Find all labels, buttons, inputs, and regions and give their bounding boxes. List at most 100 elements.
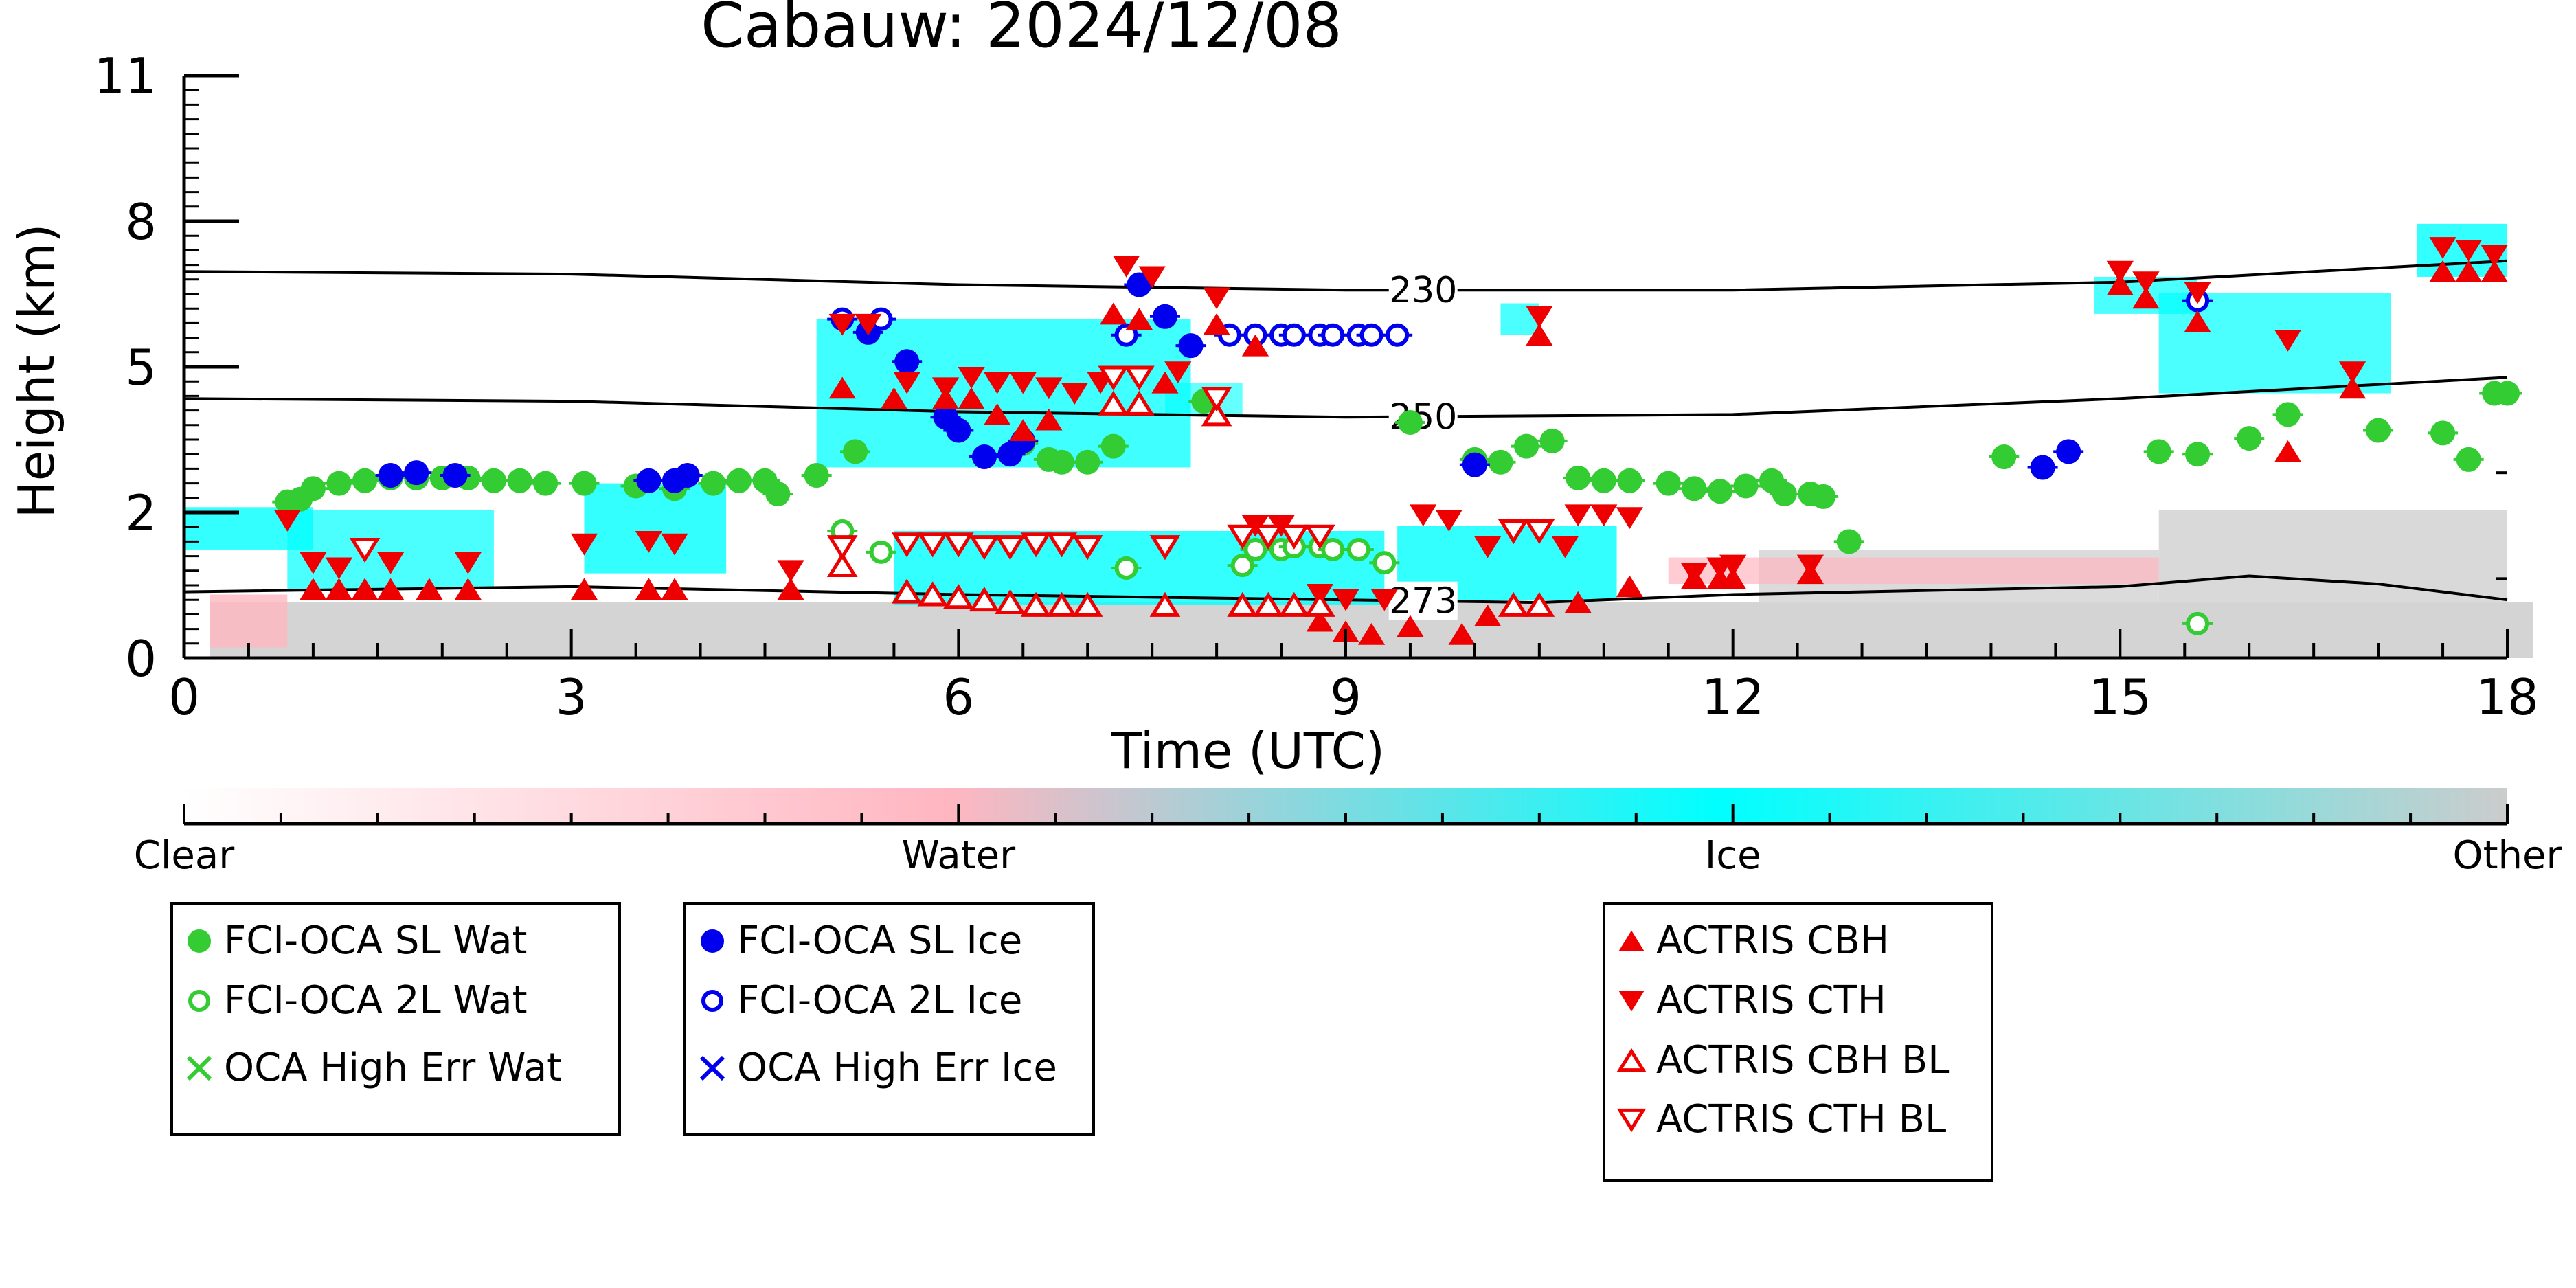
data-point — [2184, 310, 2211, 332]
data-point — [376, 552, 405, 574]
chart-title: Cabauw: 2024/12/08 — [701, 0, 1342, 62]
data-point — [349, 538, 381, 563]
data-point — [1448, 622, 1476, 645]
legend-entry: FCI-OCA 2L Ice — [701, 978, 1022, 1023]
data-point — [1656, 471, 1681, 496]
data-point — [1682, 476, 1707, 501]
data-point — [1564, 504, 1592, 527]
data-point — [931, 377, 960, 400]
data-point — [454, 552, 482, 574]
legend-frame — [170, 902, 621, 1136]
data-point — [1098, 365, 1129, 391]
legend-label: ACTRIS CTH BL — [1656, 1097, 1946, 1142]
data-point — [1278, 591, 1310, 617]
legend-label: FCI-OCA 2L Ice — [737, 978, 1022, 1023]
data-point — [1332, 589, 1359, 611]
data-point — [1061, 383, 1089, 405]
data-point — [572, 471, 597, 496]
data-point — [1564, 591, 1592, 613]
data-point — [969, 535, 1000, 561]
data-point — [570, 533, 598, 556]
data-point — [1203, 287, 1230, 310]
legend-label: OCA High Err Wat — [224, 1046, 562, 1090]
legend-marker — [1616, 1108, 1647, 1133]
data-point — [351, 578, 379, 600]
isotherm-273 — [183, 574, 2508, 605]
data-point — [1138, 266, 1166, 289]
legend-entry: OCA High Err Ice — [699, 1046, 1057, 1090]
data-point — [1306, 609, 1334, 632]
x-tick-label: 0 — [168, 668, 200, 726]
data-point — [1526, 324, 1553, 346]
data-point — [843, 439, 868, 464]
data-point — [777, 578, 804, 600]
data-point — [2146, 439, 2171, 464]
data-point — [1009, 372, 1037, 394]
data-point — [2132, 286, 2160, 309]
data-point — [2454, 260, 2483, 282]
colorbar-label-water: Water — [902, 833, 1017, 878]
legend-marker — [1616, 1048, 1647, 1072]
data-point — [1151, 371, 1179, 394]
legend-box-1: FCI-OCA SL Wat FCI-OCA 2L Wat OCA High Err… — [170, 902, 621, 1136]
data-point — [1020, 591, 1052, 617]
data-point — [404, 460, 429, 486]
data-point — [2456, 447, 2481, 472]
data-point — [869, 540, 893, 564]
data-point — [376, 578, 405, 600]
data-point — [1125, 308, 1153, 330]
data-point — [1035, 377, 1063, 400]
data-point — [1282, 323, 1306, 347]
colorbar-label-clear: Clear — [134, 833, 235, 878]
data-point — [1252, 524, 1284, 550]
data-point — [917, 581, 949, 607]
data-point — [1149, 591, 1181, 617]
legend-label: FCI-OCA 2L Wat — [224, 978, 528, 1023]
legend-marker — [186, 1055, 212, 1081]
x-tick-label: 3 — [556, 668, 587, 726]
data-point — [2106, 260, 2134, 283]
data-point — [1397, 409, 1423, 435]
data-point — [1359, 323, 1383, 347]
legend-entry: ACTRIS CTH BL — [1616, 1097, 1946, 1142]
data-point — [2338, 361, 2366, 384]
data-point — [2184, 282, 2211, 304]
data-point — [2366, 418, 2391, 443]
data-point — [828, 313, 856, 336]
data-point — [1149, 535, 1181, 561]
data-point — [826, 552, 858, 578]
data-point — [273, 510, 301, 532]
data-point — [1435, 510, 1462, 532]
data-series — [272, 237, 2522, 645]
colorbar-label-other: Other — [2452, 833, 2562, 878]
y-axis-label: Height (km) — [8, 224, 65, 519]
series-actris-cth-bl — [349, 365, 1555, 563]
data-point — [1152, 304, 1177, 329]
data-point — [1114, 556, 1138, 580]
data-point — [1514, 433, 1539, 459]
isotherm-label-230: 230 — [1389, 270, 1457, 311]
legend-marker — [1618, 991, 1645, 1012]
data-point — [1616, 507, 1644, 530]
isotherm-label-bg — [1388, 581, 1458, 620]
legend-frame — [1603, 902, 1993, 1182]
data-point — [894, 349, 920, 374]
data-point — [1719, 567, 1747, 589]
data-point — [1321, 323, 1345, 347]
data-point — [1551, 536, 1579, 558]
data-point — [1009, 419, 1037, 441]
data-point — [1372, 551, 1397, 575]
legend-frame — [683, 902, 1095, 1136]
data-point — [1410, 504, 1437, 527]
x-axis-label: Time (UTC) — [1111, 722, 1385, 780]
data-point — [2274, 440, 2302, 462]
data-point — [635, 530, 663, 553]
data-point — [2430, 420, 2456, 446]
legend-box-3: ACTRIS CBH ACTRIS CTH ACTRIS CBH BL ACTRIS … — [1603, 902, 1993, 1182]
data-point — [635, 578, 663, 600]
data-point — [1488, 449, 1513, 475]
data-point — [2030, 455, 2055, 480]
data-point — [1124, 365, 1155, 391]
data-point — [1474, 536, 1502, 558]
